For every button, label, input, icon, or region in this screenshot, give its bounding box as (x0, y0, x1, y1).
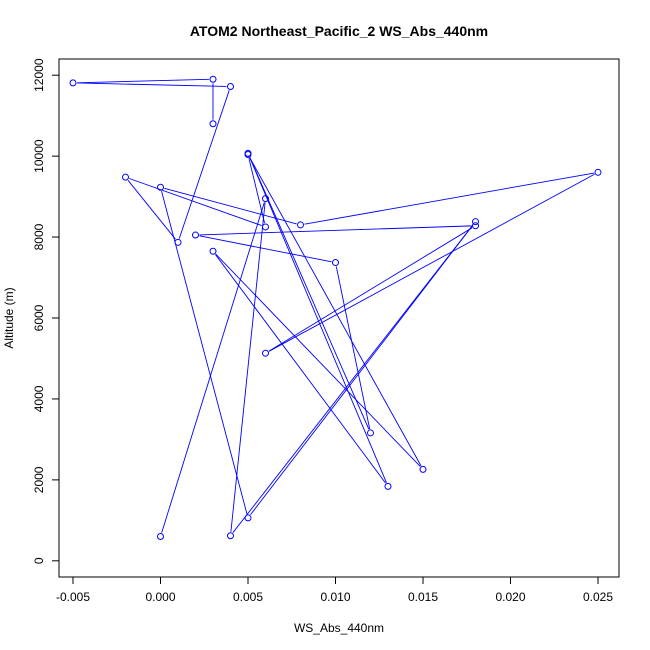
series-segment (76, 82, 227, 87)
y-tick-label: 4000 (32, 385, 46, 412)
data-point (297, 221, 304, 229)
data-point (472, 222, 479, 230)
data-point (209, 120, 217, 128)
data-point (69, 79, 77, 87)
y-tick-label: 10000 (32, 139, 46, 173)
series-segment (250, 224, 474, 516)
data-point (262, 195, 269, 203)
data-point (367, 429, 374, 437)
series-segment (249, 157, 422, 467)
series-segment (199, 225, 472, 236)
data-point (227, 83, 234, 91)
data-point (244, 514, 252, 522)
series-segment (232, 224, 474, 533)
series-segment (249, 156, 370, 430)
data-point (157, 183, 164, 191)
series-segment (76, 78, 210, 84)
data-point (594, 168, 602, 176)
x-tick-label: 0.010 (320, 590, 350, 604)
data-point (244, 151, 252, 159)
x-tick-label: 0.020 (495, 590, 525, 604)
x-axis: -0.005 0.000 0.005 0.010 0.015 0.020 0.025 (56, 576, 613, 604)
series-segment (161, 202, 265, 533)
y-axis: 0 2000 4000 6000 8000 10000 12000 (32, 58, 60, 564)
y-axis-label: Altitude (m) (2, 287, 16, 348)
data-point (384, 482, 392, 490)
y-tick-label: 12000 (32, 58, 46, 92)
series-segment (199, 235, 332, 263)
series-segment (129, 178, 262, 227)
x-tick-label: -0.005 (56, 590, 90, 604)
series-segment (248, 158, 265, 224)
data-point (209, 75, 217, 83)
data-point (472, 218, 479, 226)
series-segment (249, 156, 387, 483)
x-tick-label: 0.025 (583, 590, 613, 604)
data-point (209, 247, 217, 255)
series-segment (215, 253, 421, 467)
series-segment (127, 180, 176, 240)
x-tick-label: 0.000 (145, 590, 175, 604)
data-point (332, 259, 339, 267)
data-point (192, 231, 199, 239)
series-segment (268, 173, 595, 352)
y-tick-label: 8000 (32, 223, 46, 250)
series-segment (178, 90, 230, 239)
data-point (262, 223, 269, 231)
x-tick-label: 0.015 (408, 590, 438, 604)
chart-title: ATOM2 Northeast_Pacific_2 WS_Abs_440nm (190, 23, 488, 39)
series-line (76, 78, 595, 533)
data-point (157, 533, 164, 541)
x-axis-label: WS_Abs_440nm (294, 621, 384, 635)
y-tick-label: 6000 (32, 304, 46, 331)
series-markers (69, 75, 602, 541)
data-point (174, 238, 182, 246)
series-segment (268, 227, 473, 352)
data-point (227, 532, 234, 540)
series-segment (164, 187, 297, 225)
y-tick-label: 0 (32, 557, 46, 564)
data-point (122, 173, 129, 181)
data-point (262, 349, 269, 357)
series-segment (230, 202, 266, 532)
series-segment (215, 254, 386, 484)
series-segment (335, 266, 371, 430)
series-segment (304, 172, 595, 225)
x-tick-label: 0.005 (233, 590, 263, 604)
y-tick-label: 2000 (32, 466, 46, 493)
data-point (419, 465, 427, 473)
series-segment (161, 191, 248, 515)
